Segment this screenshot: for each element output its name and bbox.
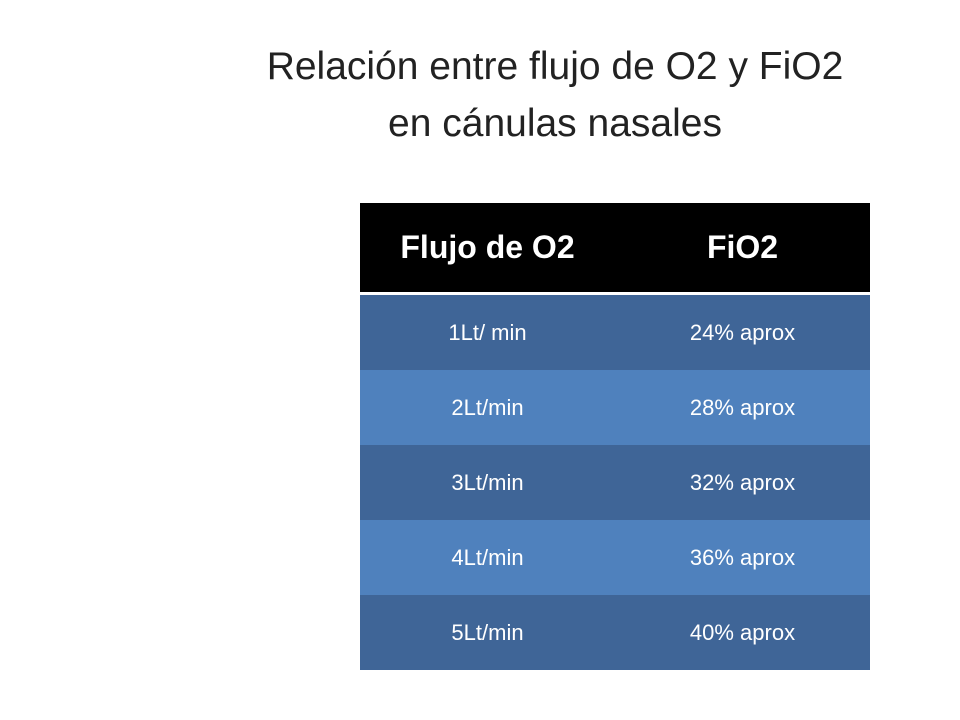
slide-title: Relación entre flujo de O2 y FiO2 en cán…	[266, 45, 844, 145]
header-cell: Flujo de O2	[360, 203, 615, 295]
table-row: 4Lt/min 36% aprox	[360, 520, 870, 595]
table-row: 3Lt/min 32% aprox	[360, 445, 870, 520]
table-cell: 36% aprox	[615, 520, 870, 595]
table-row: 2Lt/min 28% aprox	[360, 370, 870, 445]
table-cell: 1Lt/ min	[360, 293, 615, 370]
table-row: 1Lt/ min 24% aprox	[360, 293, 870, 370]
table-cell: 32% aprox	[615, 445, 870, 520]
table-cell: 24% aprox	[615, 293, 870, 370]
table-cell: 28% aprox	[615, 370, 870, 445]
table-cell: 3Lt/min	[360, 445, 615, 520]
flow-table: Flujo de O2 FiO2 1Lt/ min 24% aprox 2Lt/mi…	[360, 203, 870, 670]
table-cell: 4Lt/min	[360, 520, 615, 595]
table-row: 5Lt/min 40% aprox	[360, 595, 870, 670]
header-cell: FiO2	[615, 203, 870, 295]
header-row: Flujo de O2 FiO2	[360, 203, 870, 295]
table-head: Flujo de O2 FiO2	[360, 203, 870, 295]
table-cell: 5Lt/min	[360, 595, 615, 670]
table-body: 1Lt/ min 24% aprox 2Lt/min 28% aprox 3Lt/min…	[360, 293, 870, 670]
table-cell: 40% aprox	[615, 595, 870, 670]
table-cell: 2Lt/min	[360, 370, 615, 445]
